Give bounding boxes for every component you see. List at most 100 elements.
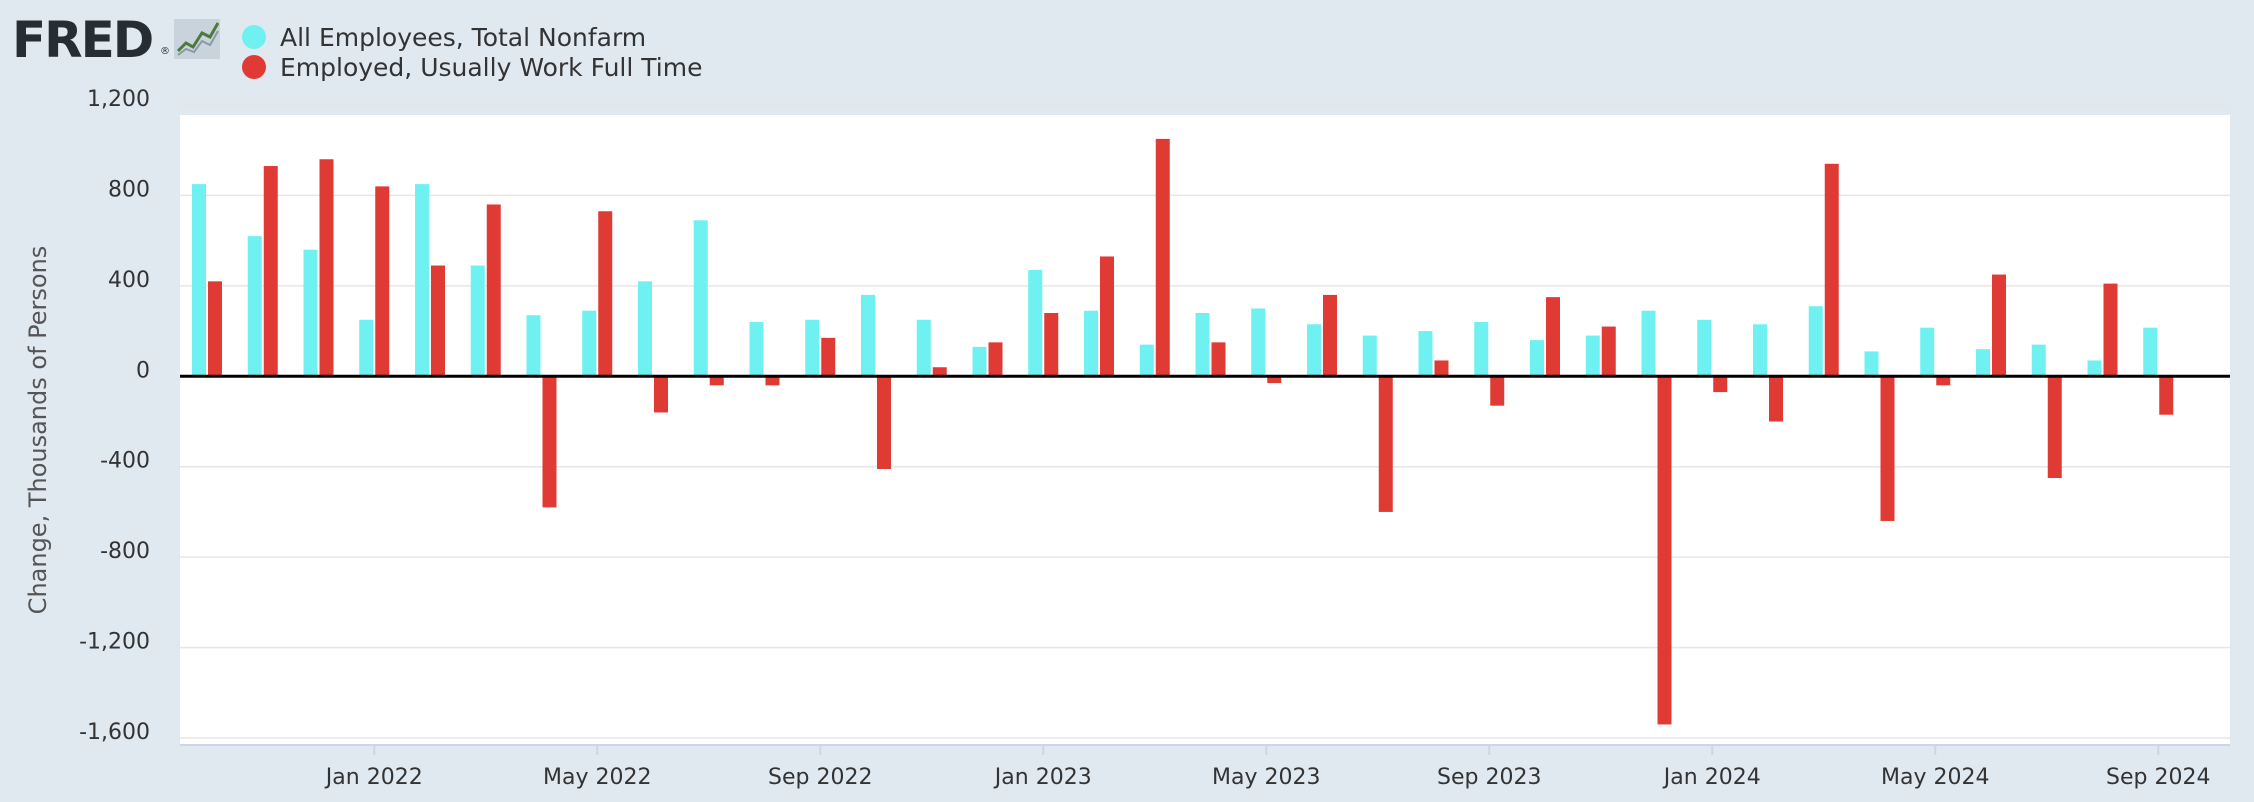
x-tick-label: Jan 2022 <box>324 765 423 790</box>
bar-fulltime[interactable] <box>1992 274 2006 377</box>
bar-nonfarm[interactable] <box>1251 308 1266 377</box>
bar-nonfarm[interactable] <box>861 294 875 377</box>
legend-marker-fulltime <box>242 55 266 79</box>
x-tick-label: May 2023 <box>1212 765 1320 790</box>
y-tick-label: 0 <box>136 358 150 383</box>
bar-nonfarm[interactable] <box>1641 310 1656 377</box>
bar-nonfarm[interactable] <box>1864 351 1879 377</box>
bars <box>192 138 2174 725</box>
bar-nonfarm[interactable] <box>1920 327 1935 377</box>
bar-nonfarm[interactable] <box>359 319 374 377</box>
bar-nonfarm[interactable] <box>526 315 541 377</box>
fred-graph-icon <box>174 19 220 59</box>
bar-nonfarm[interactable] <box>582 310 597 377</box>
y-tick-label: -800 <box>100 539 150 564</box>
bar-fulltime[interactable] <box>1267 376 1282 384</box>
bar-fulltime[interactable] <box>654 376 668 413</box>
bar-fulltime[interactable] <box>1880 376 1895 521</box>
y-tick-label: 800 <box>108 177 150 202</box>
bar-fulltime[interactable] <box>988 342 1003 377</box>
bar-fulltime[interactable] <box>1936 376 1951 386</box>
bar-nonfarm[interactable] <box>1808 306 1823 377</box>
x-tick-label: Sep 2024 <box>2106 765 2210 790</box>
fred-registered-mark: ® <box>160 46 170 57</box>
bar-fulltime[interactable] <box>1601 326 1616 377</box>
bar-fulltime[interactable] <box>375 186 390 377</box>
bar-fulltime[interactable] <box>542 376 557 508</box>
bar-fulltime[interactable] <box>1211 342 1226 377</box>
bar-fulltime[interactable] <box>431 265 445 377</box>
bar-nonfarm[interactable] <box>1530 340 1544 377</box>
bar-nonfarm[interactable] <box>1474 322 1489 377</box>
bar-fulltime[interactable] <box>1044 312 1059 377</box>
bar-fulltime[interactable] <box>1378 376 1393 512</box>
bar-nonfarm[interactable] <box>247 236 262 377</box>
bar-nonfarm[interactable] <box>2031 344 2046 377</box>
x-tick-label: Sep 2023 <box>1437 765 1541 790</box>
bar-nonfarm[interactable] <box>415 184 429 377</box>
bar-fulltime[interactable] <box>709 376 724 386</box>
legend-item-fulltime[interactable]: Employed, Usually Work Full Time <box>240 52 702 82</box>
bar-nonfarm[interactable] <box>638 281 652 377</box>
bar-nonfarm[interactable] <box>1362 335 1377 377</box>
bar-nonfarm[interactable] <box>1084 310 1098 377</box>
bar-fulltime[interactable] <box>932 367 947 377</box>
x-tick-label: Sep 2022 <box>768 765 872 790</box>
bar-fulltime[interactable] <box>1323 294 1337 377</box>
bar-fulltime[interactable] <box>1657 376 1672 725</box>
x-tick-label: Jan 2024 <box>1662 765 1761 790</box>
bar-nonfarm[interactable] <box>1028 270 1043 377</box>
bar-fulltime[interactable] <box>1434 360 1449 377</box>
bar-fulltime[interactable] <box>1769 376 1783 422</box>
bar-fulltime[interactable] <box>765 376 780 386</box>
bar-nonfarm[interactable] <box>470 265 485 377</box>
bar-nonfarm[interactable] <box>805 319 820 377</box>
bar-fulltime[interactable] <box>1100 256 1114 377</box>
legend-label-fulltime: Employed, Usually Work Full Time <box>280 52 703 82</box>
chart-legend: All Employees, Total Nonfarm Employed, U… <box>240 22 702 82</box>
bar-fulltime[interactable] <box>598 211 613 377</box>
bar-fulltime[interactable] <box>263 166 278 377</box>
bar-fulltime[interactable] <box>1155 138 1170 377</box>
x-tick-label: May 2022 <box>543 765 651 790</box>
legend-item-nonfarm[interactable]: All Employees, Total Nonfarm <box>240 22 702 52</box>
bar-fulltime[interactable] <box>1490 376 1505 406</box>
bar-nonfarm[interactable] <box>192 184 206 377</box>
bar-nonfarm[interactable] <box>972 346 987 377</box>
legend-marker-nonfarm <box>242 25 266 49</box>
bar-fulltime[interactable] <box>877 376 891 469</box>
bar-fulltime[interactable] <box>208 281 222 377</box>
bar-nonfarm[interactable] <box>693 220 708 377</box>
bar-fulltime[interactable] <box>1546 297 1560 377</box>
legend-label-nonfarm: All Employees, Total Nonfarm <box>280 22 647 52</box>
bar-fulltime[interactable] <box>1713 376 1728 393</box>
x-axis-ticks: Jan 2022 May 2022 Sep 2022 Jan 2023 May 2023… <box>324 745 2210 790</box>
y-tick-label: 1,200 <box>87 87 150 112</box>
bar-fulltime[interactable] <box>486 204 501 377</box>
bar-fulltime[interactable] <box>821 337 836 377</box>
bar-fulltime[interactable] <box>2159 376 2174 415</box>
bar-nonfarm[interactable] <box>1195 312 1210 377</box>
bar-fulltime[interactable] <box>1824 163 1839 377</box>
bar-nonfarm[interactable] <box>1418 331 1433 377</box>
bar-nonfarm[interactable] <box>1585 335 1600 377</box>
bar-nonfarm[interactable] <box>303 249 318 377</box>
bar-nonfarm[interactable] <box>916 319 931 377</box>
y-tick-label: -1,200 <box>79 630 150 655</box>
bar-nonfarm[interactable] <box>2087 360 2102 377</box>
bar-nonfarm[interactable] <box>1976 349 1990 377</box>
bar-nonfarm[interactable] <box>1307 324 1321 377</box>
y-tick-label: 400 <box>108 268 150 293</box>
bar-nonfarm[interactable] <box>1697 319 1712 377</box>
fred-logo[interactable]: FRED <box>12 11 154 69</box>
bar-nonfarm[interactable] <box>1139 344 1154 377</box>
bar-fulltime[interactable] <box>2047 376 2062 479</box>
bar-nonfarm[interactable] <box>749 322 764 377</box>
bar-nonfarm[interactable] <box>2143 327 2158 377</box>
bar-fulltime[interactable] <box>2103 283 2118 377</box>
x-tick-label: Jan 2023 <box>993 765 1092 790</box>
bar-nonfarm[interactable] <box>1753 324 1767 377</box>
y-tick-label: -400 <box>100 449 150 474</box>
bar-fulltime[interactable] <box>319 159 334 377</box>
